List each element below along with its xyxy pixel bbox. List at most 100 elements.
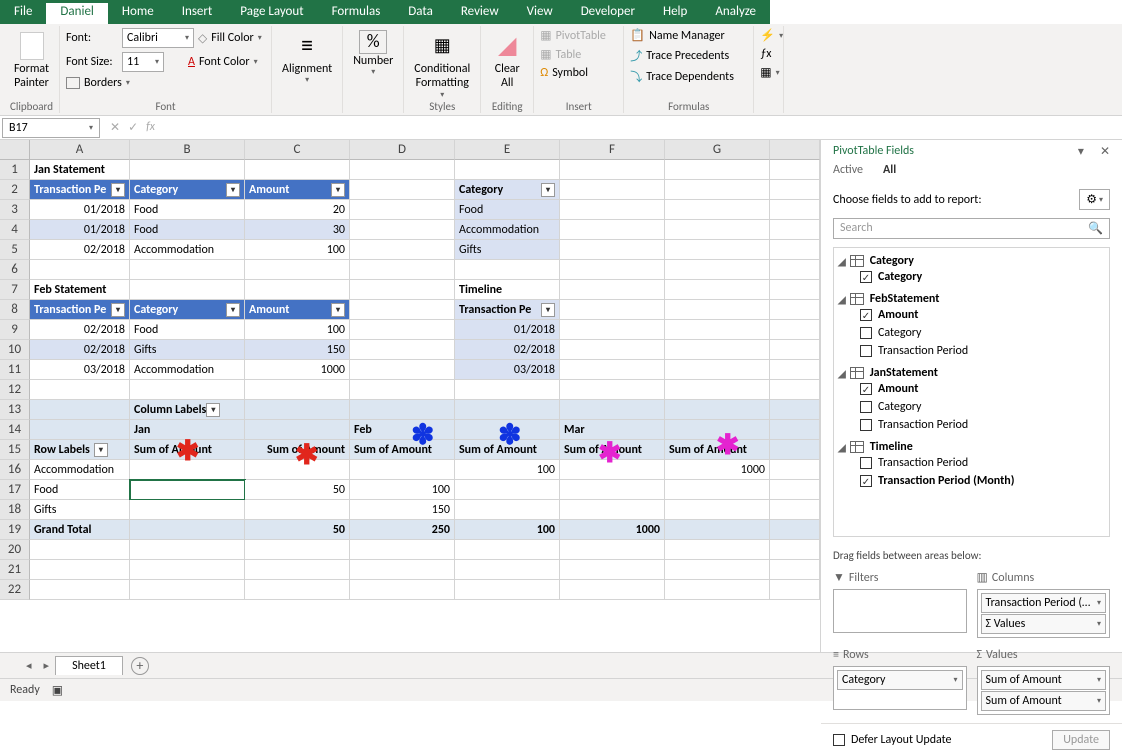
cell-E5[interactable]: Gifts [455, 240, 560, 260]
cell-E3[interactable]: Food [455, 200, 560, 220]
col-header-h[interactable] [770, 140, 820, 160]
cell-G20[interactable] [665, 540, 770, 560]
cell-E6[interactable] [455, 260, 560, 280]
format-painter-button[interactable]: Format Painter [10, 26, 53, 95]
cell-F17[interactable] [560, 480, 665, 500]
cell-A3[interactable]: 01/2018 [30, 200, 130, 220]
cell-C2[interactable]: Amount▾ [245, 180, 350, 200]
cell-A16[interactable]: Accommodation [30, 460, 130, 480]
cell-F12[interactable] [560, 380, 665, 400]
tab-nav-left[interactable]: ◂ [20, 659, 38, 672]
cell-C4[interactable]: 30 [245, 220, 350, 240]
cell-B7[interactable] [130, 280, 245, 300]
cell-F8[interactable] [560, 300, 665, 320]
cell-D4[interactable] [350, 220, 455, 240]
cell-C11[interactable]: 1000 [245, 360, 350, 380]
row-header-11[interactable]: 11 [0, 360, 30, 380]
cell-D3[interactable] [350, 200, 455, 220]
cell-B9[interactable]: Food [130, 320, 245, 340]
cell-G12[interactable] [665, 380, 770, 400]
borders-button[interactable]: Borders [84, 76, 122, 90]
cell-F2[interactable] [560, 180, 665, 200]
trace-dependents-button[interactable]: ⤵Trace Dependents [630, 68, 747, 85]
pane-close-icon[interactable]: ✕ [1100, 144, 1110, 159]
cell-B6[interactable] [130, 260, 245, 280]
values-area[interactable]: Sum of Amount▾Sum of Amount▾ [977, 666, 1111, 715]
gear-icon[interactable]: ⚙▾ [1079, 189, 1110, 210]
row-header-19[interactable]: 19 [0, 520, 30, 540]
cell-B14[interactable]: Jan [130, 420, 245, 440]
area-item[interactable]: Category▾ [837, 670, 963, 690]
ribbon-tab-insert[interactable]: Insert [168, 0, 227, 24]
cell-D11[interactable] [350, 360, 455, 380]
cell-F16[interactable] [560, 460, 665, 480]
cell-G4[interactable] [665, 220, 770, 240]
cell-A5[interactable]: 02/2018 [30, 240, 130, 260]
row-header-3[interactable]: 3 [0, 200, 30, 220]
cell-D9[interactable] [350, 320, 455, 340]
row-header-7[interactable]: 7 [0, 280, 30, 300]
cell-A4[interactable]: 01/2018 [30, 220, 130, 240]
cell-B20[interactable] [130, 540, 245, 560]
cell-B17[interactable] [130, 480, 245, 500]
cell-G5[interactable] [665, 240, 770, 260]
row-header-12[interactable]: 12 [0, 380, 30, 400]
cell-B15[interactable]: Sum of Amount [130, 440, 245, 460]
cell-F20[interactable] [560, 540, 665, 560]
cell-E19[interactable]: 100 [455, 520, 560, 540]
add-sheet-button[interactable]: + [131, 657, 149, 675]
formula-input[interactable] [163, 126, 1122, 130]
field-category[interactable]: Category [838, 324, 1105, 342]
row-header-4[interactable]: 4 [0, 220, 30, 240]
cell-G10[interactable] [665, 340, 770, 360]
cell-G16[interactable]: 1000 [665, 460, 770, 480]
trace-precedents-button[interactable]: ⤴Trace Precedents [630, 47, 747, 64]
cell-C13[interactable] [245, 400, 350, 420]
cell-G3[interactable] [665, 200, 770, 220]
col-header-B[interactable]: B [130, 140, 245, 160]
cell-E17[interactable] [455, 480, 560, 500]
cell-C6[interactable] [245, 260, 350, 280]
cell-A6[interactable] [30, 260, 130, 280]
cell-F21[interactable] [560, 560, 665, 580]
cell-G7[interactable] [665, 280, 770, 300]
cell-C17[interactable]: 50 [245, 480, 350, 500]
cell-F4[interactable] [560, 220, 665, 240]
update-button[interactable]: Update [1052, 730, 1110, 750]
cell-F3[interactable] [560, 200, 665, 220]
cell-A7[interactable]: Feb Statement [30, 280, 130, 300]
field-category[interactable]: Category [838, 398, 1105, 416]
cell-G13[interactable] [665, 400, 770, 420]
fx-icon[interactable]: fx [146, 120, 155, 135]
cell-B16[interactable] [130, 460, 245, 480]
cell-D16[interactable] [350, 460, 455, 480]
row-header-1[interactable]: 1 [0, 160, 30, 180]
cell-B21[interactable] [130, 560, 245, 580]
cell-C5[interactable]: 100 [245, 240, 350, 260]
cell-C20[interactable] [245, 540, 350, 560]
cell-D17[interactable]: 100 [350, 480, 455, 500]
cell-A2[interactable]: Transaction Pe▾ [30, 180, 130, 200]
area-item[interactable]: Sum of Amount▾ [981, 691, 1107, 711]
field-group-category[interactable]: ◢Category [838, 254, 1105, 268]
cell-D22[interactable] [350, 580, 455, 600]
conditional-formatting-button[interactable]: ▦Conditional Formatting▾ [410, 26, 474, 104]
cell-B2[interactable]: Category▾ [130, 180, 245, 200]
ribbon-tab-home[interactable]: Home [108, 0, 168, 24]
columns-area[interactable]: Transaction Period (…▾Σ Values▾ [977, 589, 1111, 638]
select-all-corner[interactable] [0, 140, 30, 160]
cell-D7[interactable] [350, 280, 455, 300]
cell-F9[interactable] [560, 320, 665, 340]
alignment-button[interactable]: ≡Alignment▾ [278, 26, 336, 90]
cell-C3[interactable]: 20 [245, 200, 350, 220]
cell-G1[interactable] [665, 160, 770, 180]
area-item[interactable]: Σ Values▾ [981, 614, 1107, 634]
cell-E9[interactable]: 01/2018 [455, 320, 560, 340]
cell-E13[interactable] [455, 400, 560, 420]
fill-color-button[interactable]: Fill Color [211, 31, 253, 45]
col-header-E[interactable]: E [455, 140, 560, 160]
cell-E10[interactable]: 02/2018 [455, 340, 560, 360]
cell-D19[interactable]: 250 [350, 520, 455, 540]
cell-B8[interactable]: Category▾ [130, 300, 245, 320]
cell-F11[interactable] [560, 360, 665, 380]
